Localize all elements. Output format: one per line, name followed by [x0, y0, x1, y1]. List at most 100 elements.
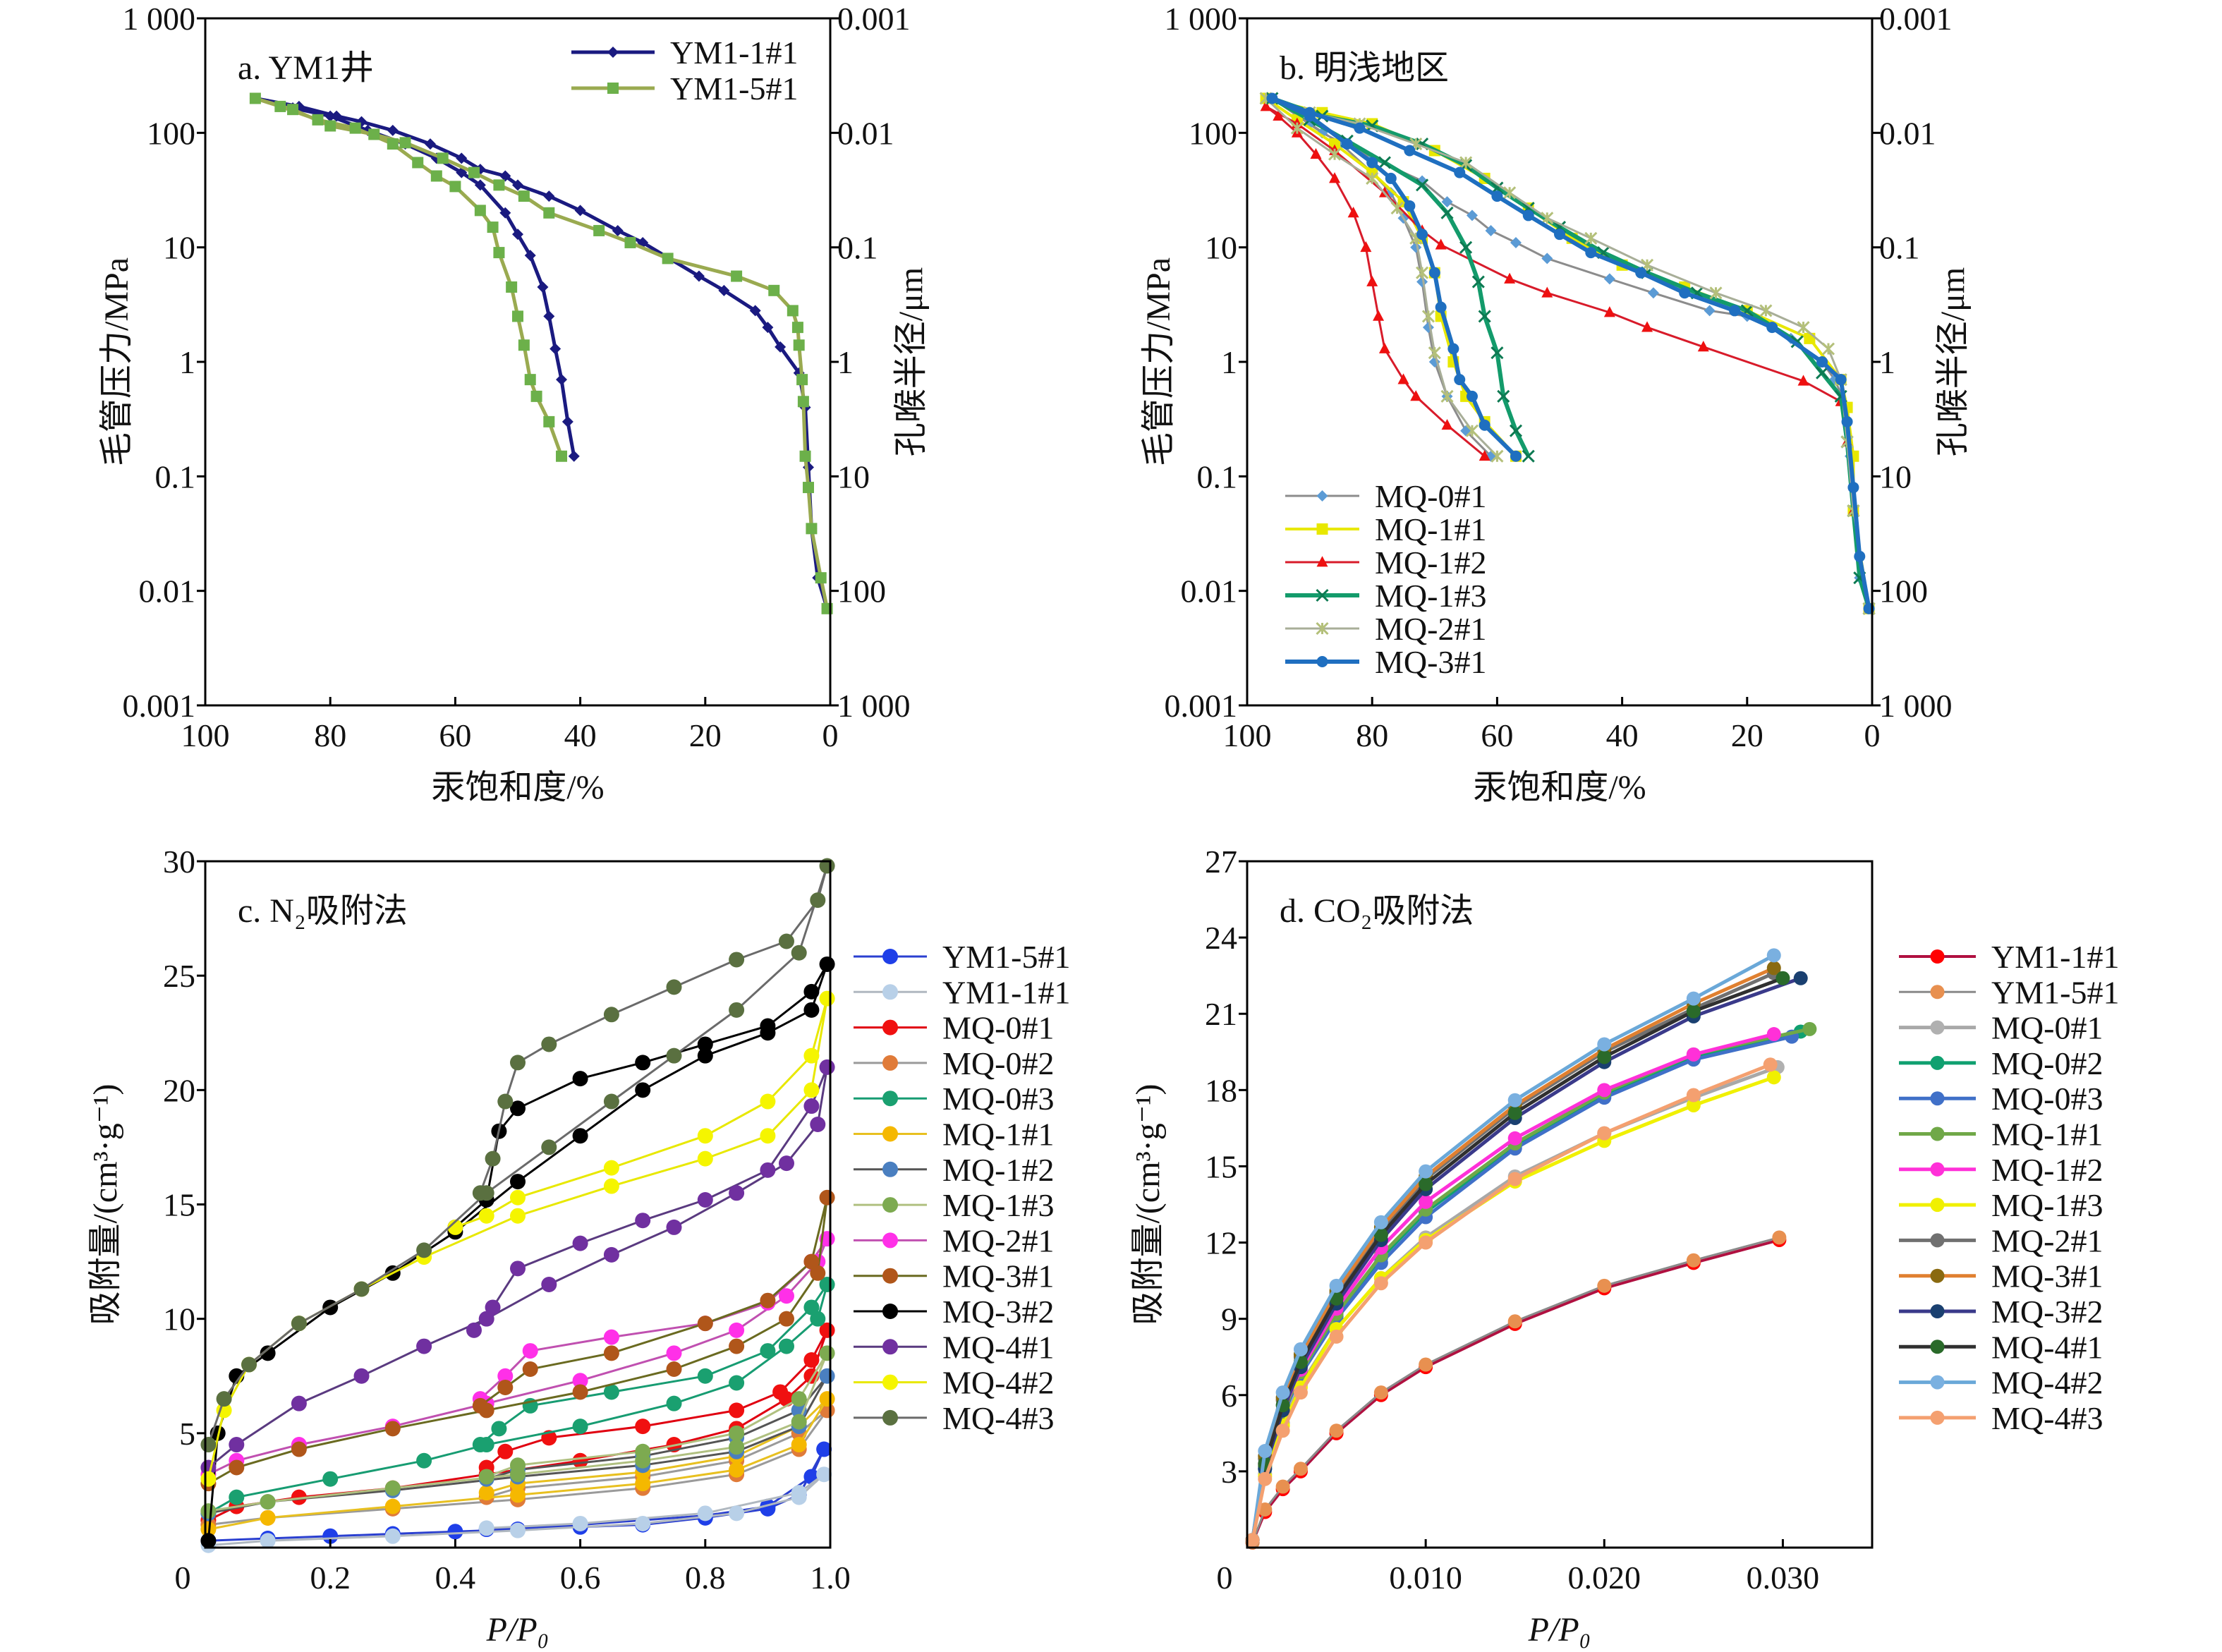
legend-label: MQ-4#3	[1991, 1400, 2103, 1436]
data-point	[1366, 171, 1379, 185]
data-point	[1385, 172, 1397, 184]
series-MQ-2#1	[1259, 92, 1876, 615]
legend-marker	[882, 1304, 898, 1319]
data-point	[449, 181, 461, 193]
data-point	[572, 1235, 588, 1251]
data-point	[1603, 273, 1615, 285]
data-point	[1641, 321, 1653, 332]
data-point	[791, 1391, 807, 1407]
data-point	[229, 1489, 245, 1505]
data-point	[816, 1441, 832, 1457]
data-point	[778, 1311, 794, 1327]
panel-title: c. N₂吸附法	[238, 892, 408, 930]
data-point	[510, 1522, 526, 1538]
data-point	[1404, 145, 1416, 157]
data-point	[791, 1485, 807, 1501]
y2-tick-label: 0.1	[1879, 230, 1920, 266]
data-point	[1441, 196, 1453, 208]
data-point	[497, 1443, 514, 1459]
data-point	[662, 253, 674, 265]
data-point	[478, 1208, 494, 1224]
data-point	[510, 1457, 526, 1474]
legend-marker	[607, 47, 619, 58]
data-point	[322, 1471, 339, 1487]
data-point	[522, 1343, 538, 1359]
data-point	[1503, 186, 1517, 200]
data-point	[768, 284, 780, 296]
data-point	[729, 1375, 745, 1391]
series-MQ-3#2	[1245, 971, 1808, 1548]
data-point	[603, 1384, 619, 1400]
data-point	[718, 284, 730, 296]
x-tick-label: 0.6	[560, 1560, 601, 1596]
legend-label: MQ-3#1	[942, 1258, 1054, 1294]
x-tick-label: 100	[181, 717, 230, 753]
legend-marker	[1930, 1020, 1945, 1035]
data-point	[803, 1253, 820, 1270]
y-tick-label: 0.1	[1197, 458, 1238, 494]
data-point	[1766, 961, 1781, 976]
data-point	[1729, 305, 1741, 317]
data-point	[499, 207, 511, 219]
data-point	[666, 1361, 682, 1378]
data-point	[1766, 1027, 1781, 1042]
data-point	[1419, 1164, 1433, 1179]
data-point	[1245, 1533, 1260, 1548]
x-tick-label: 0.8	[685, 1560, 726, 1596]
data-point	[819, 1368, 835, 1384]
data-point	[635, 1213, 651, 1229]
series-MQ-3#1	[1266, 92, 1875, 614]
y2-tick-label: 100	[1879, 573, 1928, 609]
data-point	[368, 128, 380, 140]
data-point	[1775, 971, 1790, 985]
data-point	[384, 1421, 401, 1437]
y-axis-label: 毛管压力/MPa	[1140, 257, 1177, 466]
data-point	[485, 1299, 501, 1316]
data-point	[778, 1155, 794, 1172]
data-point	[1522, 209, 1534, 221]
y-tick-label: 0.001	[1165, 688, 1238, 724]
data-point	[1329, 138, 1341, 150]
data-point	[1821, 342, 1835, 356]
legend: YM1-5#1YM1-1#1MQ-0#1MQ-0#2MQ-0#3MQ-1#1MQ…	[854, 939, 1070, 1436]
data-point	[493, 179, 505, 191]
data-point	[1354, 122, 1366, 134]
data-point	[506, 281, 518, 293]
legend-label: YM1-5#1	[670, 71, 798, 107]
x-tick-label: 40	[1606, 717, 1639, 753]
data-point	[693, 270, 705, 282]
data-point	[478, 1311, 494, 1327]
data-point	[1466, 390, 1478, 402]
legend-item: MQ-4#1	[854, 1329, 1054, 1365]
data-point	[260, 1494, 276, 1510]
data-point	[603, 1345, 619, 1361]
data-point	[1802, 1021, 1817, 1036]
data-point	[729, 1462, 745, 1478]
data-point	[1766, 948, 1781, 963]
legend-item: MQ-4#3	[1899, 1400, 2103, 1436]
data-point	[1440, 206, 1454, 219]
legend-marker	[882, 1126, 898, 1142]
data-point	[1260, 100, 1272, 111]
y-tick-label: 0.001	[123, 688, 196, 724]
x-tick-label: 20	[689, 717, 722, 753]
data-point	[524, 250, 536, 262]
x-axis-label: 汞饱和度/%	[431, 769, 604, 806]
legend-label: MQ-4#1	[942, 1329, 1054, 1365]
data-point	[572, 1373, 588, 1389]
y-tick-label: 18	[1205, 1072, 1237, 1108]
data-point	[697, 1047, 713, 1064]
data-point	[796, 374, 808, 386]
series-MQ-4#3	[1245, 1057, 1778, 1548]
legend: YM1-1#1YM1-5#1MQ-0#1MQ-0#2MQ-0#3MQ-1#1MQ…	[1899, 939, 2119, 1436]
x-axis-label: P/P₀	[1528, 1611, 1591, 1648]
data-point	[791, 1414, 807, 1430]
x-tick-label: 0.030	[1747, 1560, 1820, 1596]
data-point	[1479, 419, 1491, 431]
data-point	[1258, 1502, 1273, 1517]
data-point	[260, 1510, 276, 1526]
data-point	[1275, 1423, 1290, 1438]
data-point	[797, 396, 809, 408]
data-point	[810, 1265, 826, 1281]
data-point	[1373, 310, 1385, 321]
